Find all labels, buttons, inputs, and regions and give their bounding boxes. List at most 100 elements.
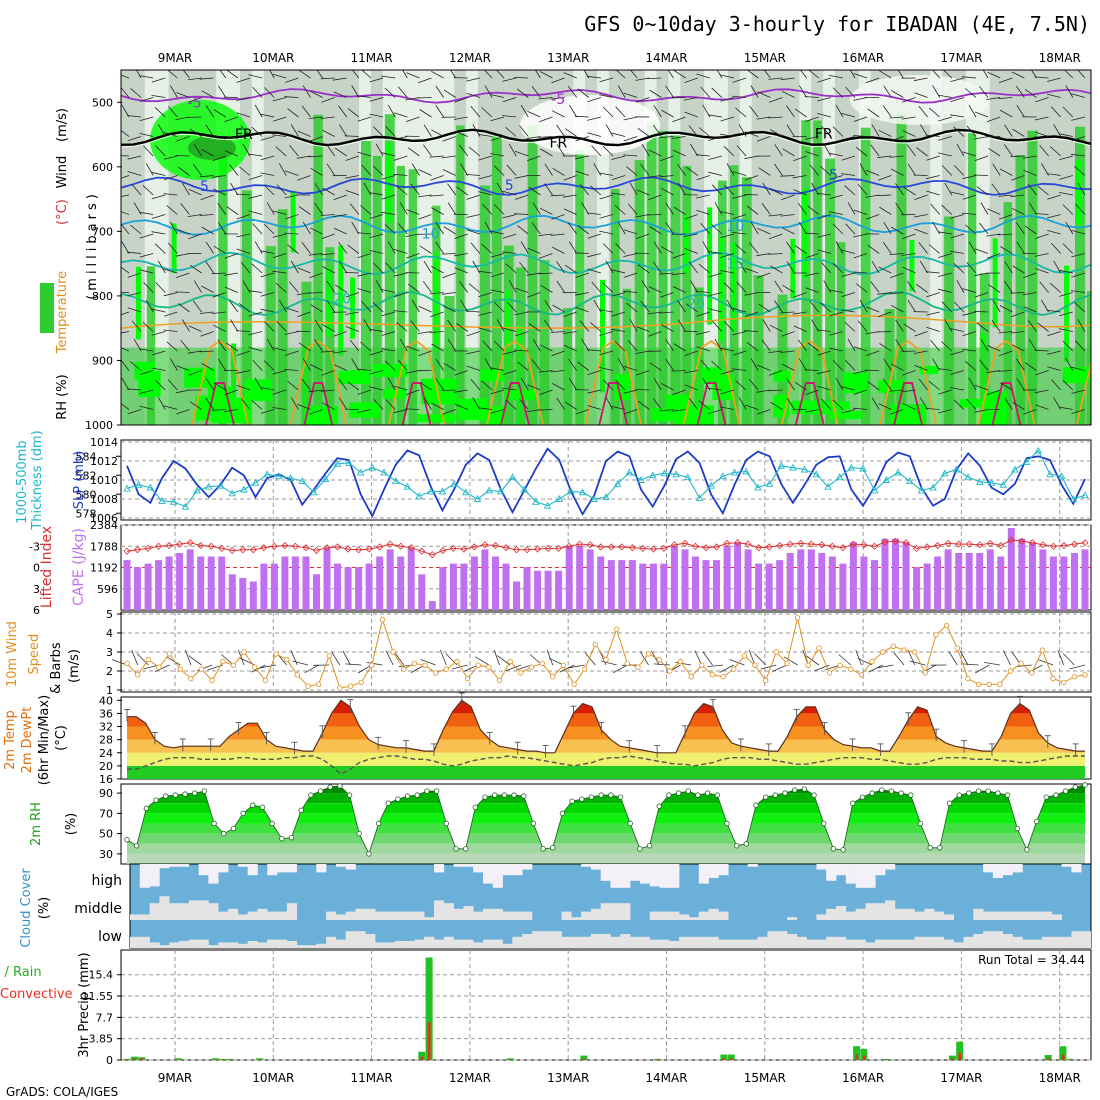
wind-barb xyxy=(562,194,577,198)
pressure-tick-700: 700 xyxy=(92,225,113,238)
wind-barb xyxy=(938,136,952,141)
cape-bar xyxy=(165,556,173,610)
wind-barb xyxy=(889,253,904,255)
wind-speed-point xyxy=(134,672,141,678)
wind-barb xyxy=(422,280,432,293)
wind-speed-point xyxy=(496,677,503,684)
lifted-index-point xyxy=(912,544,921,552)
rh-point xyxy=(985,788,991,794)
bottom-date-11MAR: 11MAR xyxy=(351,1071,393,1085)
wind-barb xyxy=(1074,165,1086,176)
bottom-date-9MAR: 9MAR xyxy=(158,1071,193,1085)
wind-barb xyxy=(528,186,541,196)
wind-barb xyxy=(1004,124,1013,137)
contour-label-10: 10 xyxy=(726,219,744,235)
wind-barb xyxy=(672,116,686,123)
precip-total-bar xyxy=(256,1058,264,1060)
thickness-point xyxy=(789,463,797,471)
wind-barb xyxy=(490,136,505,141)
cape-tick-1788: 1788 xyxy=(90,540,118,553)
wind-barb xyxy=(665,358,674,371)
wind-barb xyxy=(891,90,904,98)
thickness-tick-580: 580 xyxy=(76,488,97,501)
precip-total-bar xyxy=(1059,1046,1067,1060)
wind-barb xyxy=(1034,253,1049,257)
wind-barb xyxy=(429,194,444,197)
wind-barb xyxy=(845,360,856,371)
wind-barb xyxy=(817,385,831,391)
cloud-low-cell xyxy=(904,939,915,948)
cloud-middle-cell xyxy=(669,911,680,920)
wind-speed-point xyxy=(464,675,471,682)
wind-10m-barb xyxy=(154,664,170,672)
wind-barb xyxy=(599,77,614,83)
thickness-point xyxy=(637,476,645,483)
rh-column xyxy=(549,70,562,425)
wind-barb xyxy=(450,70,457,79)
wind-speed-point xyxy=(816,645,822,651)
wind-barb xyxy=(493,165,505,176)
wind-barb xyxy=(502,97,517,103)
wind-barb xyxy=(665,85,674,98)
lifted-index-point xyxy=(786,540,794,548)
wind-barb xyxy=(821,262,832,274)
wind-barb xyxy=(786,105,795,118)
wind-barb xyxy=(623,366,638,371)
cloud-low-cell xyxy=(1051,936,1062,948)
wind-barb xyxy=(260,409,275,414)
cloud-low-cell xyxy=(600,934,611,948)
wind-barb xyxy=(895,183,904,196)
wind-barb xyxy=(514,331,529,337)
wind-barb xyxy=(481,380,493,391)
wind-barb xyxy=(502,190,517,196)
thickness-point xyxy=(952,465,961,473)
wind-barb xyxy=(720,97,735,102)
cloud-low-cell xyxy=(894,939,905,948)
wind-barb xyxy=(466,331,481,337)
wind-barb xyxy=(780,175,795,177)
wind-barb xyxy=(236,77,251,83)
wind-barb xyxy=(883,358,892,371)
wind-barb xyxy=(889,292,904,295)
wind-barb xyxy=(466,350,480,355)
cape-bar xyxy=(639,563,647,610)
wind-barb xyxy=(212,292,226,298)
wind-barb xyxy=(1035,131,1049,137)
lifted-index-point xyxy=(807,540,815,548)
wind-barb xyxy=(577,361,590,371)
lifted-index-point xyxy=(260,544,268,552)
rh-tower xyxy=(242,190,253,425)
rh-point xyxy=(1062,788,1069,794)
wind-barb xyxy=(276,320,287,332)
rh-point xyxy=(908,792,914,798)
wind-barb xyxy=(205,105,215,118)
wind-barb xyxy=(907,299,916,313)
wind-barb xyxy=(357,409,372,413)
wind-barb xyxy=(550,97,565,100)
wind-barb xyxy=(926,155,940,161)
cloud-low-cell xyxy=(355,931,366,948)
wind-barb xyxy=(647,214,662,216)
wind-10m-barb xyxy=(1057,649,1065,666)
rh-band xyxy=(127,853,1085,864)
wind-barb xyxy=(308,155,323,158)
cloud-low-cell xyxy=(365,934,376,948)
wind-barb xyxy=(829,194,844,200)
wind-barb xyxy=(976,322,989,332)
wind-barb xyxy=(236,370,251,374)
lifted-index-point xyxy=(923,543,931,551)
wind-barb xyxy=(686,303,698,313)
wind-barb xyxy=(490,272,505,278)
wind-barb xyxy=(251,263,263,274)
wind-barb xyxy=(623,409,638,415)
lifted-index-point xyxy=(986,539,994,547)
cape-bar xyxy=(123,560,131,610)
cloud-low-cell xyxy=(855,939,866,948)
wind-speed-point xyxy=(401,666,407,672)
wind-barb xyxy=(235,330,251,332)
wind-barb xyxy=(926,292,940,298)
wind-barb xyxy=(1024,362,1037,371)
wind-barb xyxy=(393,155,408,161)
wind-barb xyxy=(481,107,493,118)
